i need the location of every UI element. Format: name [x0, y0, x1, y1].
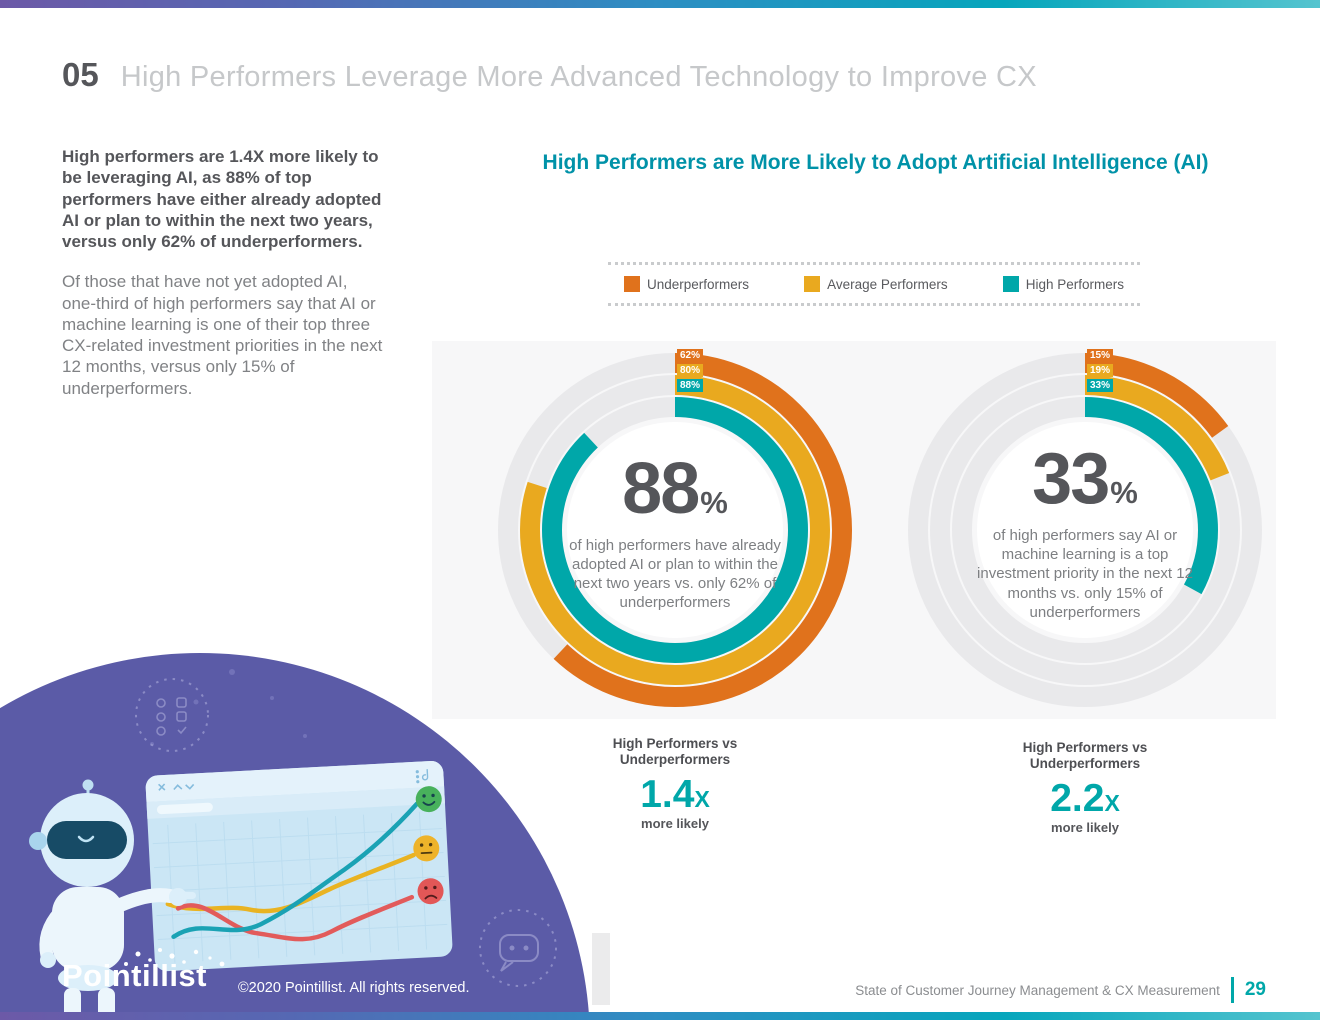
comparison-label: High Performers vs Underperformers — [612, 736, 738, 767]
legend-label-underperformers: Underperformers — [647, 276, 750, 292]
top-gradient-bar — [0, 0, 1320, 8]
donut-arc-average-performers — [930, 375, 1240, 685]
sad-face-icon — [417, 878, 444, 905]
trend-line-high — [171, 801, 420, 939]
chart-footer-ai-priority: High Performers vs Underperformers 2.2X … — [895, 740, 1275, 835]
donut-arc-high-performers — [952, 397, 1218, 663]
donut-rings-ai-priority — [908, 353, 1262, 707]
intro-text: High performers are 1.4X more likely to … — [62, 146, 384, 399]
chat-bot-icon — [479, 909, 557, 987]
grid-icon — [135, 678, 209, 752]
donut-center-ai-priority: 33 % of high performers say AI or machin… — [895, 340, 1275, 720]
bottom-gradient-bar — [0, 1012, 1320, 1020]
trend-line-under — [175, 894, 415, 942]
multiplier-value: 1.4X — [485, 775, 865, 814]
intro-lead-paragraph: High performers are 1.4X more likely to … — [62, 147, 382, 251]
page-title: High Performers Leverage More Advanced T… — [120, 61, 1037, 93]
donut-arc-average-performers — [520, 375, 830, 685]
donut-hole — [977, 422, 1193, 638]
donut-caption: of high performers say AI or machine lea… — [977, 527, 1193, 621]
multiplier-value: 2.2X — [895, 779, 1275, 818]
underperformers-swatch-icon — [624, 276, 640, 292]
scrollbar-decoration — [592, 933, 610, 1005]
report-title-footer: State of Customer Journey Management & C… — [855, 982, 1220, 998]
big-number: 33 — [1032, 439, 1110, 520]
logo-text: Pointillist — [62, 958, 207, 993]
average-performers-swatch-icon — [804, 276, 821, 292]
browser-window — [145, 760, 453, 972]
dots-decoration — [150, 669, 307, 746]
donut-arc-high-performers — [542, 397, 808, 663]
legend-item-high-performers: High Performers — [1002, 276, 1124, 292]
comparison-label: High Performers vs Underperformers — [1022, 740, 1148, 771]
intro-body-paragraph: Of those that have not yet adopted AI, o… — [62, 272, 383, 398]
multiplier-unit: X — [1104, 789, 1120, 816]
neutral-face-icon — [413, 835, 440, 862]
copyright-text: ©2020 Pointillist. All rights reserved. — [238, 980, 470, 996]
multiplier-caption: more likely — [641, 815, 709, 831]
happy-face-icon — [415, 786, 442, 813]
donut-arc-underperformers — [498, 353, 852, 707]
donut-arc-underperformers — [908, 353, 1262, 707]
big-number-unit: % — [700, 484, 728, 520]
page-header: 05 High Performers Leverage More Advance… — [62, 56, 1037, 94]
footer-divider — [1230, 977, 1234, 1003]
chart-title: High Performers are More Likely to Adopt… — [542, 151, 1209, 174]
chart-legend: Underperformers Average Performers High … — [608, 262, 1140, 306]
legend-item-average-performers: Average Performers — [804, 276, 948, 292]
donut-hole — [567, 422, 783, 638]
legend-label-average-performers: Average Performers — [827, 276, 948, 292]
chart-footer-ai-adoption: High Performers vs Underperformers 1.4X … — [485, 736, 865, 831]
donut-center-ai-adoption: 88 % of high performers have already ado… — [485, 340, 865, 720]
multiplier-caption: more likely — [1051, 819, 1119, 835]
section-number: 05 — [62, 56, 99, 93]
pointillist-logo: Pointillist — [62, 948, 225, 994]
multiplier-number: 2.2 — [1050, 776, 1105, 820]
high-performers-swatch-icon — [1002, 276, 1019, 292]
big-number: 88 — [622, 448, 700, 529]
donut-big-value: 33 % — [1032, 438, 1138, 520]
multiplier-unit: X — [694, 785, 710, 812]
page-number: 29 — [1244, 979, 1266, 1000]
browser-controls-icons — [158, 783, 195, 791]
robot-icon — [29, 779, 196, 1020]
robot-browser-illustration — [29, 669, 610, 1020]
donut-big-value: 88 % — [622, 448, 728, 530]
donut-rings-ai-adoption — [498, 353, 852, 707]
browser-menu-icons — [415, 769, 429, 784]
url-bar — [156, 802, 213, 815]
multiplier-number: 1.4 — [640, 772, 695, 816]
donut-chart-ai-adoption: 62% 80% 88% 88 % of high performers have a… — [485, 340, 865, 720]
donut-chart-ai-priority: 15% 19% 33% 33 % of high performers say AI… — [895, 340, 1275, 720]
footer: State of Customer Journey Management & C… — [855, 977, 1266, 1003]
logo-dots-icon — [124, 948, 225, 967]
legend-item-underperformers: Underperformers — [624, 276, 749, 292]
big-number-unit: % — [1110, 475, 1138, 511]
legend-label-high-performers: High Performers — [1025, 276, 1124, 292]
donut-caption: of high performers have already adopted … — [569, 536, 781, 612]
